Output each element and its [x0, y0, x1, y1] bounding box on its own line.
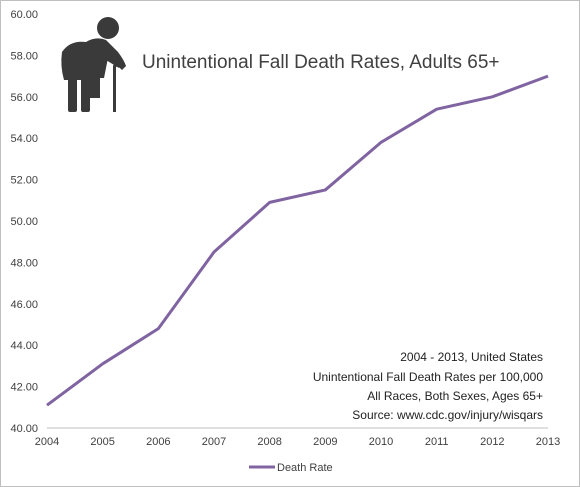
y-tick-label: 58.00: [10, 50, 38, 62]
x-tick-label: 2005: [90, 436, 114, 448]
x-tick-label: 2011: [425, 436, 449, 448]
x-tick-label: 2008: [257, 436, 281, 448]
note-line-4: Source: www.cdc.gov/injury/wisqars: [352, 408, 543, 422]
x-tick-label: 2009: [313, 436, 337, 448]
x-axis: 2004 2005 2006 2007 2008 2009 2010 2011 2012 2013: [35, 427, 560, 448]
y-axis: 40.00 42.00 44.00 46.00 48.00 50.00 52.00 54.00…: [10, 9, 38, 435]
y-tick-label: 42.00: [10, 382, 38, 394]
y-tick-label: 48.00: [10, 257, 38, 269]
x-tick-label: 2010: [369, 436, 393, 448]
chart-title: Unintentional Fall Death Rates, Adults 6…: [142, 52, 500, 73]
y-tick-label: 54.00: [10, 133, 38, 145]
series-line-death-rate: [46, 74, 549, 407]
y-tick-label: 52.00: [10, 175, 38, 187]
note-line-1: 2004 - 2013, United States: [400, 350, 543, 364]
x-tick-label: 2004: [35, 436, 59, 448]
legend-label: Death Rate: [277, 462, 333, 474]
elderly-person-with-cane-icon: [61, 17, 126, 112]
x-tick-label: 2006: [146, 436, 170, 448]
y-tick-label: 60.00: [10, 9, 38, 21]
note-line-2: Unintentional Fall Death Rates per 100,0…: [313, 370, 543, 384]
y-tick-label: 46.00: [10, 299, 38, 311]
note-line-3: All Races, Both Sexes, Ages 65+: [367, 389, 543, 403]
notes: 2004 - 2013, United States Unintentional…: [313, 350, 543, 422]
x-tick-label: 2007: [202, 436, 226, 448]
y-tick-label: 50.00: [10, 216, 38, 228]
x-tick-label: 2013: [536, 436, 560, 448]
legend: Death Rate: [249, 462, 333, 474]
y-tick-label: 44.00: [10, 340, 38, 352]
y-tick-label: 56.00: [10, 92, 38, 104]
y-tick-label: 40.00: [10, 423, 38, 435]
x-tick-label: 2012: [480, 436, 504, 448]
series-group: [46, 74, 549, 407]
